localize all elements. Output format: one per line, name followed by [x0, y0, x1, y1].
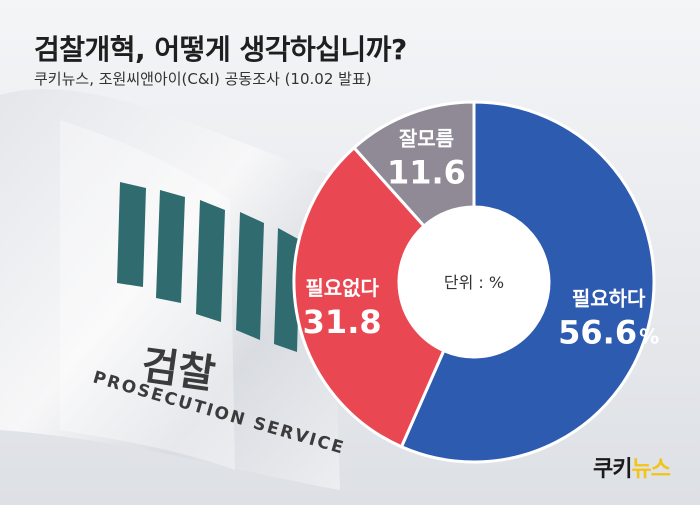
page-subtitle: 쿠키뉴스, 조원씨앤아이(C&I) 공동조사 (10.02 발표)	[34, 70, 372, 88]
flag-emblem-text: 검찰	[139, 342, 218, 398]
brand-logo: 쿠키뉴스	[593, 451, 671, 483]
slice-2-category-label: 필요없다	[305, 276, 379, 300]
slice-3-value-label: 11.6	[387, 153, 466, 191]
donut-slice-2	[292, 145, 446, 449]
center-unit-label: 단위 : %	[444, 273, 504, 292]
logo-part-1: 쿠키	[593, 457, 632, 482]
value-unit-suffix: %	[639, 324, 659, 348]
logo-part-2: 뉴스	[631, 457, 671, 482]
slice-2-value-label: 31.8	[303, 303, 382, 341]
flag-emblem-bars	[117, 182, 300, 352]
donut-center	[399, 207, 549, 357]
page-title: 검찰개혁, 어떻게 생각하십니까?	[34, 33, 407, 66]
slice-1-category-label: 필요하다	[572, 286, 646, 310]
slice-3-category-label: 잘모름	[399, 126, 454, 150]
